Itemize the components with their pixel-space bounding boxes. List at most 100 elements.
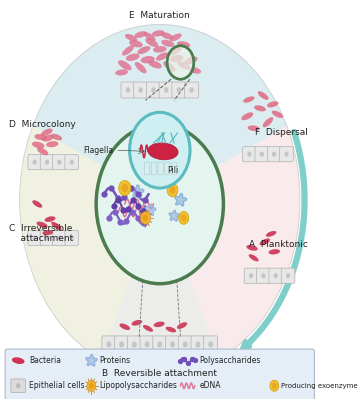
Ellipse shape	[12, 357, 25, 364]
Circle shape	[45, 235, 49, 240]
Circle shape	[89, 383, 94, 388]
Circle shape	[33, 160, 37, 165]
Circle shape	[126, 87, 130, 93]
Circle shape	[143, 215, 148, 221]
FancyBboxPatch shape	[153, 336, 167, 353]
Text: F  Dispersal: F Dispersal	[255, 128, 308, 137]
Ellipse shape	[145, 38, 158, 47]
Ellipse shape	[166, 327, 176, 332]
Text: eDNA: eDNA	[200, 381, 221, 390]
Ellipse shape	[170, 34, 182, 41]
Circle shape	[177, 87, 181, 93]
Circle shape	[157, 342, 162, 348]
Text: Producing exoenzyme: Producing exoenzyme	[281, 383, 358, 389]
Ellipse shape	[160, 32, 173, 39]
Wedge shape	[33, 25, 287, 200]
Polygon shape	[86, 355, 97, 366]
Circle shape	[181, 214, 187, 222]
Circle shape	[170, 186, 175, 194]
FancyBboxPatch shape	[172, 82, 186, 98]
FancyBboxPatch shape	[53, 230, 66, 246]
Ellipse shape	[32, 200, 42, 208]
Ellipse shape	[42, 230, 53, 235]
Ellipse shape	[184, 56, 197, 64]
Circle shape	[272, 383, 277, 389]
FancyBboxPatch shape	[65, 230, 78, 246]
Ellipse shape	[42, 135, 54, 142]
Circle shape	[183, 342, 188, 348]
Ellipse shape	[41, 128, 53, 136]
FancyBboxPatch shape	[5, 349, 314, 400]
Ellipse shape	[115, 69, 128, 76]
FancyBboxPatch shape	[151, 162, 156, 175]
Circle shape	[87, 380, 96, 391]
Circle shape	[261, 273, 265, 278]
Circle shape	[16, 383, 20, 388]
Ellipse shape	[129, 40, 143, 48]
Circle shape	[179, 212, 189, 224]
Ellipse shape	[154, 322, 165, 327]
Ellipse shape	[137, 46, 150, 54]
FancyBboxPatch shape	[140, 336, 154, 353]
Circle shape	[260, 152, 264, 157]
FancyBboxPatch shape	[280, 146, 293, 162]
Circle shape	[272, 152, 276, 157]
Circle shape	[119, 180, 131, 196]
Circle shape	[33, 235, 37, 240]
FancyBboxPatch shape	[159, 82, 173, 98]
Ellipse shape	[188, 67, 201, 74]
Circle shape	[106, 342, 111, 348]
Text: Epithelial cells: Epithelial cells	[29, 381, 85, 390]
FancyBboxPatch shape	[115, 336, 129, 353]
Circle shape	[57, 235, 61, 240]
FancyBboxPatch shape	[134, 82, 148, 98]
Wedge shape	[160, 126, 300, 359]
Circle shape	[247, 152, 252, 157]
Circle shape	[144, 342, 150, 348]
Ellipse shape	[51, 222, 61, 230]
Ellipse shape	[170, 55, 184, 62]
Ellipse shape	[126, 54, 140, 61]
Ellipse shape	[266, 231, 276, 237]
Circle shape	[130, 112, 190, 188]
Ellipse shape	[152, 30, 164, 36]
Ellipse shape	[269, 249, 280, 254]
Text: Polysaccharides: Polysaccharides	[200, 356, 261, 365]
Ellipse shape	[163, 61, 175, 72]
Ellipse shape	[134, 31, 147, 38]
Circle shape	[196, 342, 200, 348]
Circle shape	[70, 160, 74, 165]
FancyBboxPatch shape	[40, 230, 54, 246]
Ellipse shape	[46, 141, 58, 147]
Ellipse shape	[131, 320, 142, 326]
Ellipse shape	[248, 125, 260, 131]
Ellipse shape	[34, 134, 46, 140]
Ellipse shape	[153, 46, 167, 52]
FancyBboxPatch shape	[269, 268, 282, 283]
Ellipse shape	[258, 91, 269, 100]
FancyBboxPatch shape	[255, 146, 269, 162]
Ellipse shape	[32, 142, 45, 148]
FancyBboxPatch shape	[65, 154, 78, 170]
Ellipse shape	[177, 322, 187, 329]
Ellipse shape	[161, 40, 174, 47]
FancyBboxPatch shape	[172, 162, 177, 175]
Ellipse shape	[148, 143, 178, 160]
Circle shape	[70, 235, 74, 240]
Ellipse shape	[272, 111, 283, 118]
Circle shape	[151, 87, 156, 93]
FancyBboxPatch shape	[146, 82, 160, 98]
Circle shape	[167, 183, 178, 197]
Text: C  Irreversible
    attachment: C Irreversible attachment	[9, 224, 73, 243]
Ellipse shape	[122, 46, 134, 56]
Ellipse shape	[118, 60, 131, 70]
Wedge shape	[101, 200, 219, 375]
Ellipse shape	[241, 112, 253, 120]
Circle shape	[189, 87, 194, 93]
Circle shape	[96, 124, 223, 284]
FancyBboxPatch shape	[158, 162, 163, 175]
Text: A  Planktonic: A Planktonic	[249, 240, 308, 249]
Ellipse shape	[135, 62, 147, 73]
Ellipse shape	[119, 324, 130, 330]
FancyBboxPatch shape	[166, 336, 180, 353]
